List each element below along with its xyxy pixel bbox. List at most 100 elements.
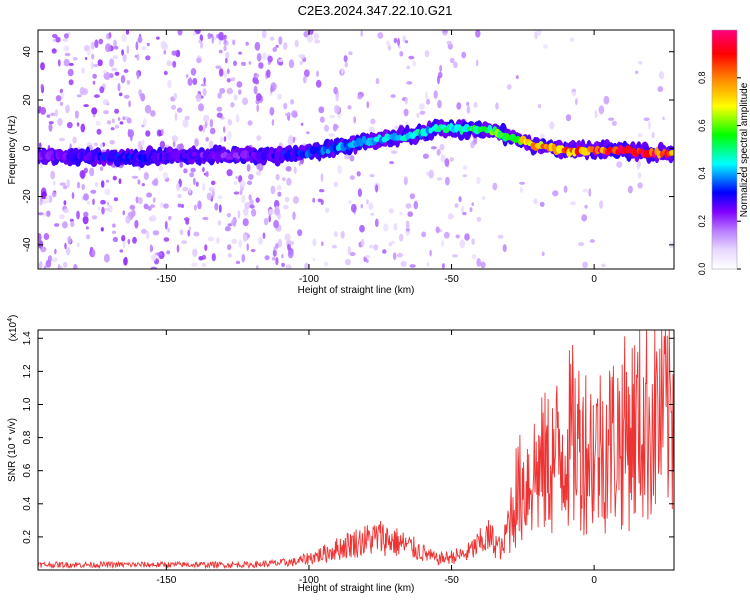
noise-speck	[157, 252, 163, 257]
noise-speck	[464, 233, 470, 241]
noise-speck	[249, 199, 254, 205]
noise-speck	[121, 235, 126, 242]
noise-speck	[441, 263, 445, 269]
noise-speck	[480, 261, 486, 269]
noise-speck	[62, 221, 68, 229]
noise-speck	[142, 118, 147, 127]
noise-speck	[369, 174, 375, 178]
noise-speck	[264, 255, 270, 261]
noise-speck	[76, 122, 80, 127]
noise-speck	[258, 236, 263, 245]
y-tick-label: 40	[22, 46, 33, 58]
snr-scale-note: (x104)	[7, 315, 19, 342]
noise-speck	[110, 127, 115, 131]
noise-speck	[281, 262, 285, 268]
noise-speck	[104, 188, 111, 196]
noise-speck	[188, 187, 192, 194]
noise-speck	[433, 90, 438, 99]
noise-speck	[159, 140, 166, 149]
spectrogram-y-label: Frequency (Hz)	[7, 116, 18, 185]
noise-speck	[419, 110, 426, 115]
y-tick-label: 0.8	[22, 430, 33, 444]
noise-speck	[216, 112, 223, 118]
noise-speck	[335, 94, 339, 102]
noise-speck	[287, 249, 294, 259]
noise-speck	[218, 49, 223, 54]
noise-speck	[63, 200, 67, 206]
noise-speck	[93, 63, 100, 68]
noise-speck	[275, 44, 279, 48]
noise-speck	[428, 169, 434, 179]
noise-speck	[238, 239, 243, 248]
noise-speck	[103, 71, 111, 80]
noise-speck	[226, 213, 231, 218]
noise-speck	[316, 70, 319, 77]
noise-speck	[91, 53, 95, 60]
noise-speck	[360, 30, 363, 37]
noise-speck	[219, 136, 224, 143]
noise-speck	[211, 190, 215, 198]
noise-speck	[197, 200, 202, 210]
noise-speck	[439, 144, 445, 151]
noise-speck	[277, 191, 282, 197]
noise-speck	[283, 42, 288, 50]
noise-speck	[637, 133, 643, 138]
noise-speck	[96, 128, 102, 135]
noise-speck	[102, 99, 109, 106]
noise-speck	[137, 179, 141, 185]
noise-speck	[126, 80, 131, 85]
noise-speck	[145, 55, 151, 61]
noise-speck	[118, 92, 123, 97]
noise-speck	[123, 69, 129, 73]
noise-speck	[492, 182, 498, 191]
noise-speck	[370, 118, 376, 125]
noise-speck	[638, 60, 643, 65]
noise-speck	[55, 95, 62, 102]
noise-speck	[61, 92, 64, 100]
noise-speck	[267, 55, 273, 63]
noise-speck	[578, 242, 585, 247]
noise-speck	[406, 65, 411, 70]
noise-speck	[76, 181, 81, 189]
noise-speck	[71, 192, 75, 199]
noise-speck	[462, 212, 467, 216]
noise-speck	[114, 71, 120, 76]
colorbar-tick-label: 0.2	[697, 215, 707, 228]
noise-speck	[65, 247, 71, 256]
noise-speck	[216, 237, 220, 244]
noise-speck	[413, 200, 418, 210]
colorbar: 0.0 0.2 0.4 0.6 0.8 Normalized spectral ampl…	[697, 29, 750, 275]
noise-speck	[575, 98, 578, 106]
noise-speck	[103, 253, 110, 263]
noise-speck	[278, 36, 283, 45]
noise-speck	[366, 199, 369, 205]
noise-speck	[436, 149, 441, 156]
noise-speck	[217, 195, 223, 200]
noise-speck	[176, 244, 180, 253]
noise-speck	[459, 239, 466, 249]
noise-speck	[173, 93, 178, 100]
noise-speck	[99, 143, 103, 148]
noise-speck	[340, 230, 345, 239]
noise-speck	[275, 243, 279, 249]
noise-speck	[297, 229, 303, 237]
noise-speck	[124, 256, 128, 265]
noise-speck	[189, 172, 195, 178]
noise-speck	[45, 259, 52, 268]
noise-speck	[239, 189, 243, 196]
noise-speck	[416, 112, 420, 118]
noise-speck	[565, 114, 572, 122]
noise-speck	[391, 150, 398, 155]
noise-speck	[426, 261, 430, 268]
noise-speck	[502, 244, 507, 253]
noise-speck	[103, 110, 109, 115]
noise-speck	[445, 176, 450, 186]
noise-speck	[201, 262, 207, 268]
noise-speck	[217, 92, 222, 99]
noise-speck	[238, 89, 242, 95]
noise-speck	[235, 114, 240, 123]
noise-speck	[43, 233, 50, 240]
noise-speck	[208, 140, 214, 150]
noise-speck	[235, 176, 239, 180]
